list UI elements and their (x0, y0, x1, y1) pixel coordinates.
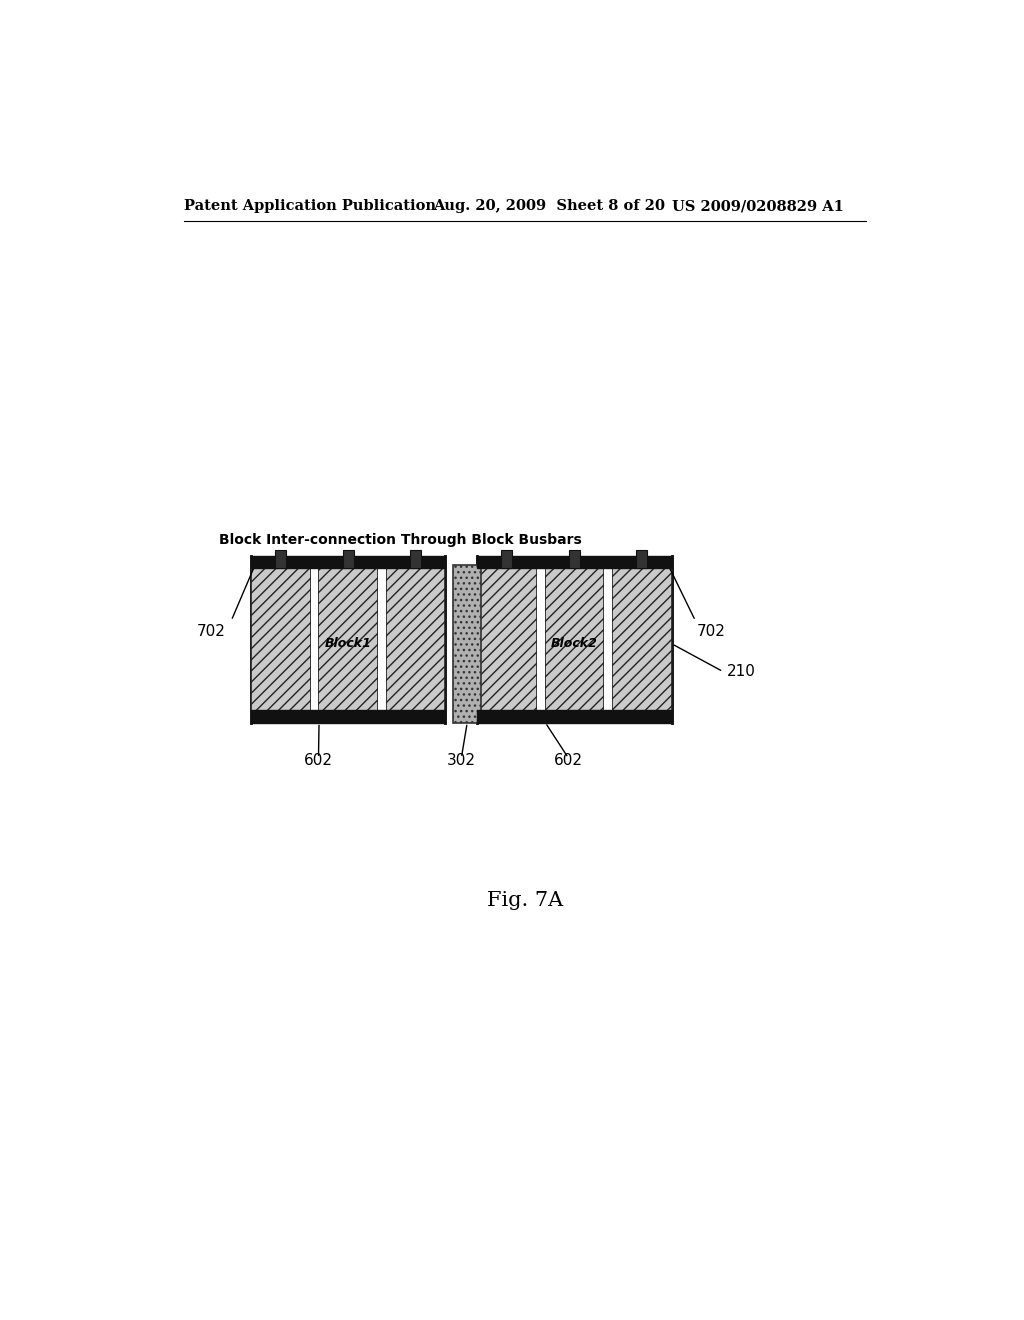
Bar (502, 549, 512, 568)
Text: Patent Application Publication: Patent Application Publication (183, 199, 435, 213)
Bar (251, 556, 445, 568)
Bar (378, 565, 386, 710)
Text: 210: 210 (727, 664, 756, 680)
Bar (545, 565, 604, 722)
Bar (604, 565, 612, 710)
Bar (477, 556, 672, 568)
Bar (454, 565, 481, 722)
Bar (318, 565, 378, 722)
Text: Block Inter-connection Through Block Busbars: Block Inter-connection Through Block Bus… (219, 533, 582, 546)
Bar (251, 710, 445, 722)
Text: Aug. 20, 2009  Sheet 8 of 20: Aug. 20, 2009 Sheet 8 of 20 (433, 199, 666, 213)
Bar (251, 565, 310, 722)
Bar (537, 565, 545, 710)
Bar (343, 549, 353, 568)
Bar (477, 710, 672, 722)
Bar (386, 565, 445, 722)
Text: Block1: Block1 (325, 638, 372, 651)
Text: 602: 602 (304, 752, 333, 768)
Text: Block2: Block2 (551, 638, 598, 651)
Text: 602: 602 (554, 752, 583, 768)
Bar (612, 565, 672, 722)
Bar (310, 565, 318, 710)
Text: Fig. 7A: Fig. 7A (486, 891, 563, 909)
Bar (275, 549, 287, 568)
Bar (477, 565, 537, 722)
Text: 302: 302 (446, 752, 476, 768)
Text: 702: 702 (197, 623, 225, 639)
Bar (569, 549, 580, 568)
Text: US 2009/0208829 A1: US 2009/0208829 A1 (672, 199, 844, 213)
Text: 702: 702 (697, 623, 726, 639)
Bar (411, 549, 421, 568)
Bar (636, 549, 647, 568)
